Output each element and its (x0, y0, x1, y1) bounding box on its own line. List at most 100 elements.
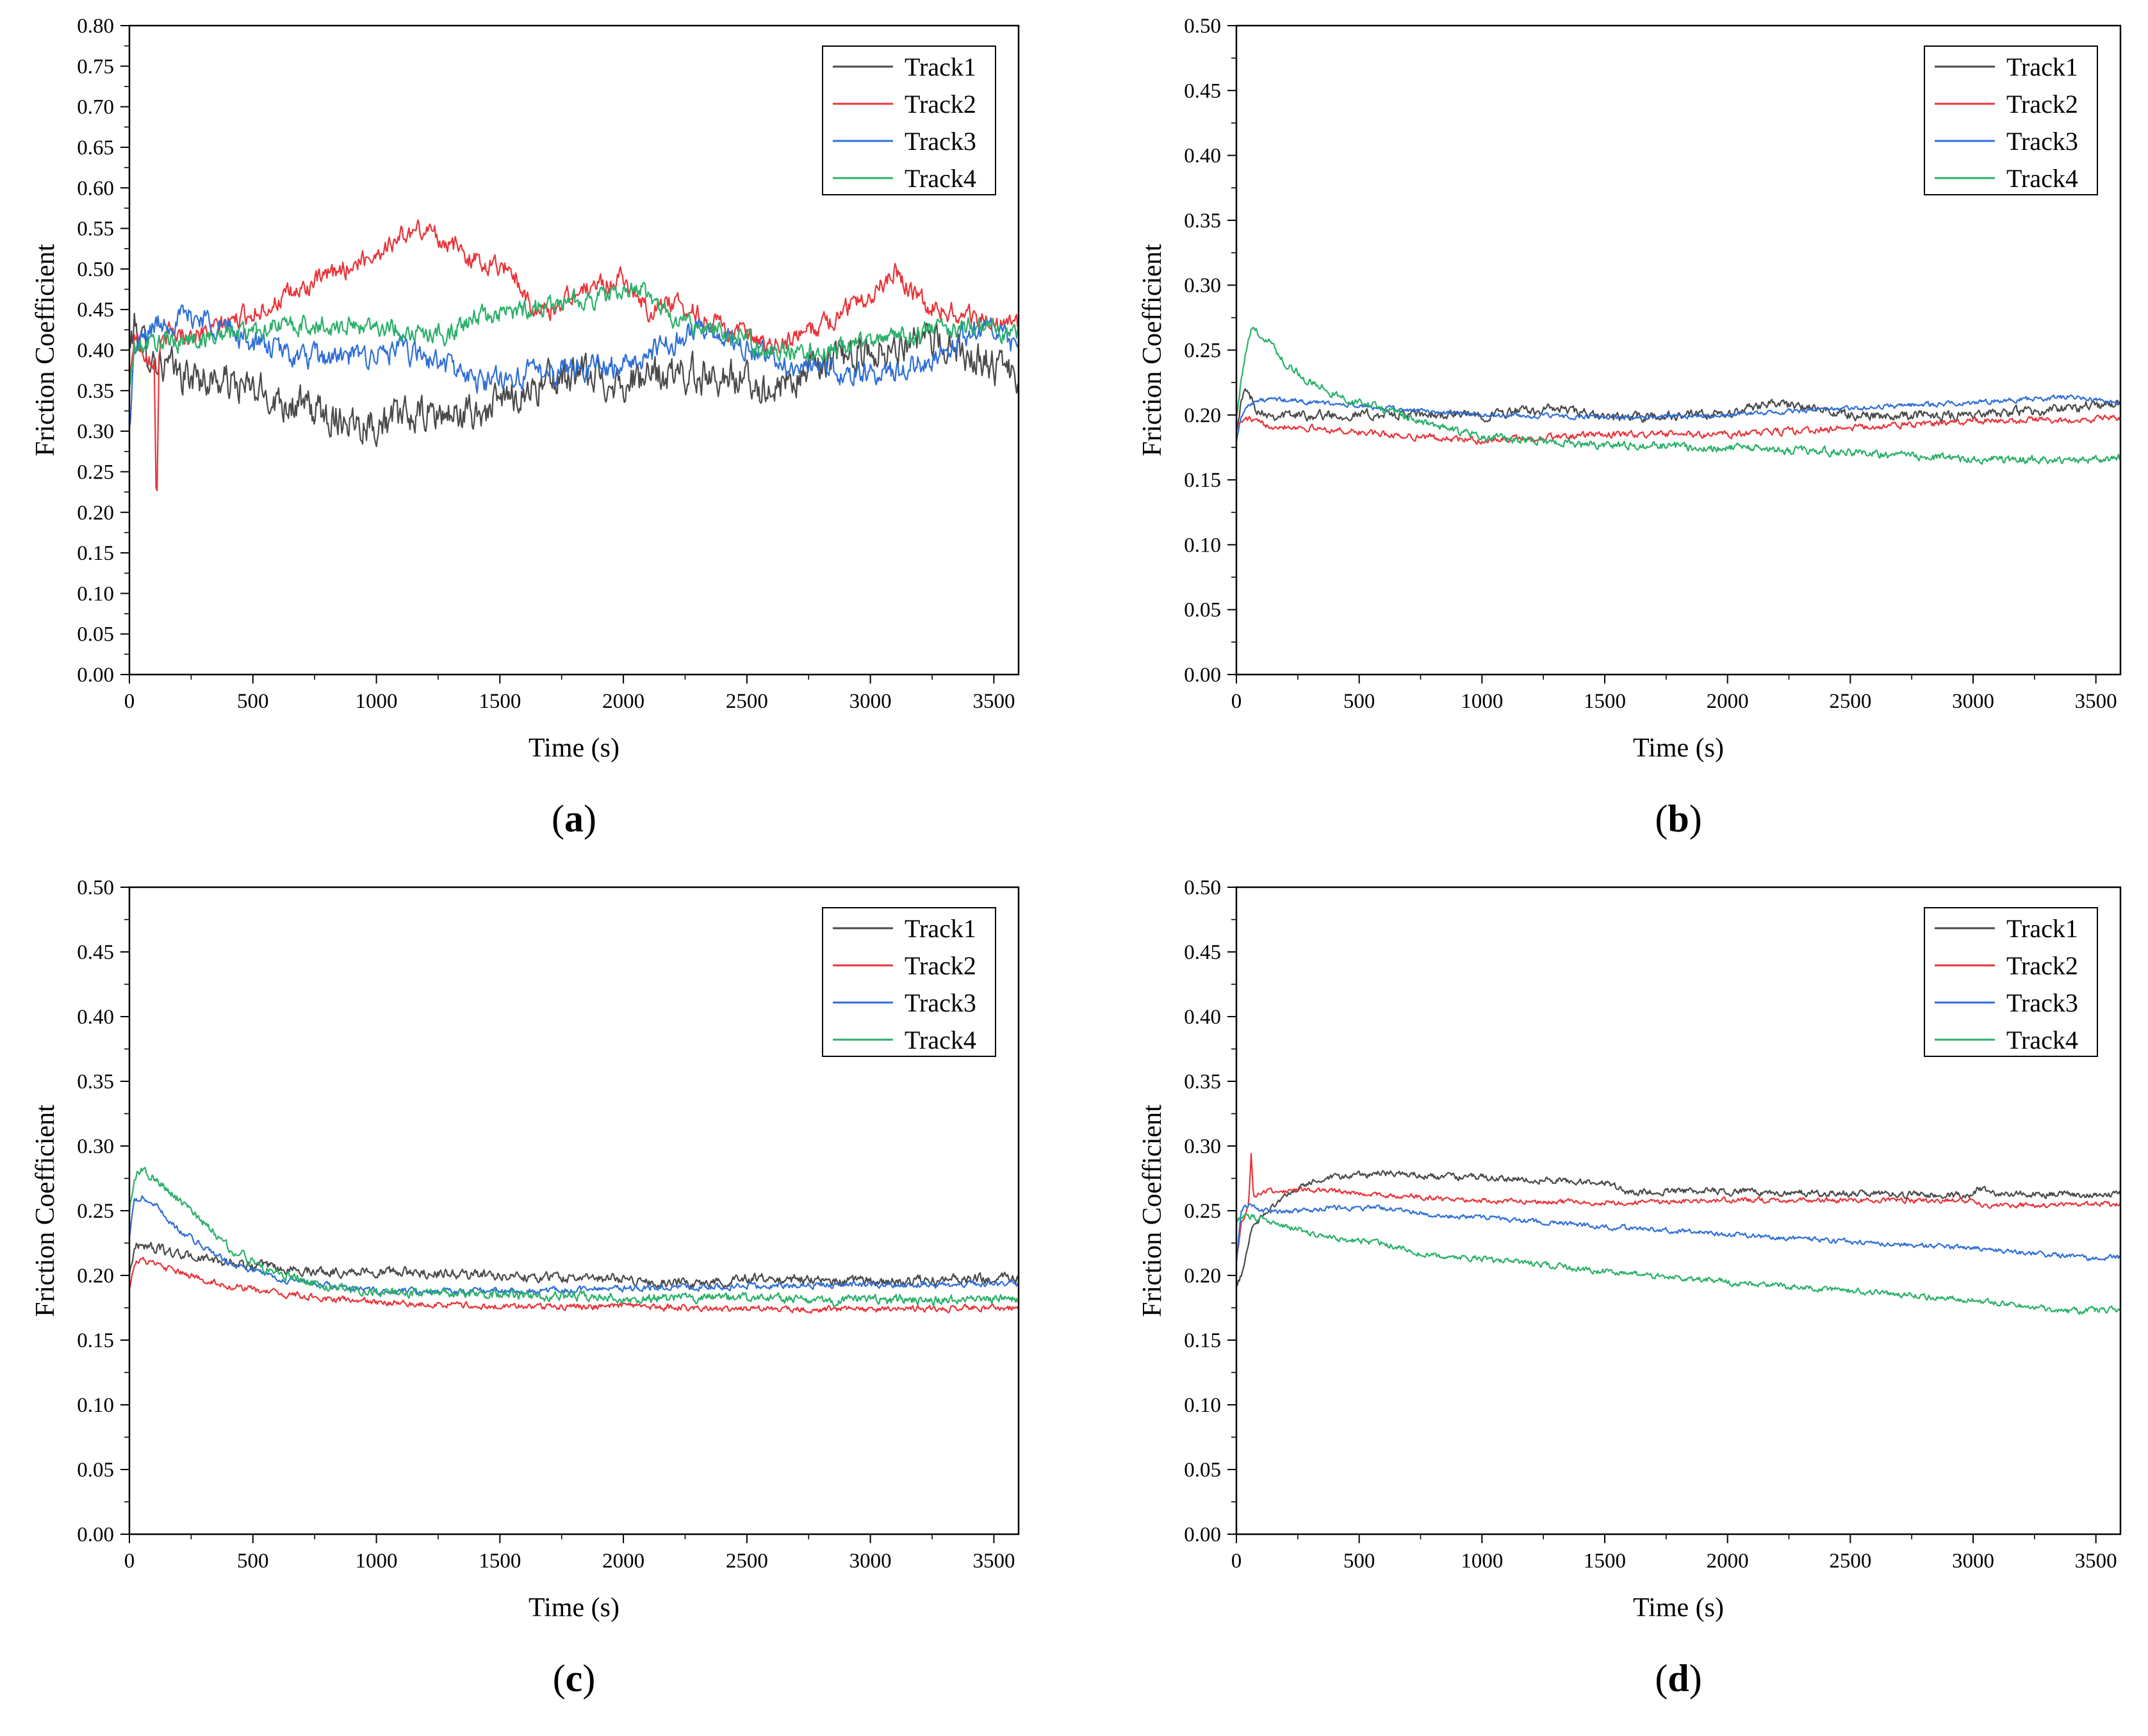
y-tick-label: 0.30 (77, 420, 114, 443)
legend-label: Track3 (905, 988, 976, 1017)
y-axis-label: Friction Coefficient (1138, 243, 1167, 456)
series-line-track4 (1236, 327, 2120, 465)
y-tick-label: 0.40 (77, 1006, 114, 1029)
y-tick-label: 0.35 (77, 1070, 114, 1093)
y-tick-label: 0.10 (1184, 534, 1221, 557)
chart-panel-b: 0 500 1000 1500 2000 2500 3000 3500 0.00 0.05 0.10… (1138, 15, 2122, 840)
series-line-track4 (129, 281, 1019, 388)
x-tick-label: 3500 (972, 1550, 1015, 1573)
y-tick-label: 0.10 (77, 1394, 114, 1417)
series-line-track3 (1236, 394, 2120, 443)
x-tick-label: 2500 (1829, 1550, 1871, 1573)
series-line-track1 (1236, 388, 2120, 432)
legend-box (822, 45, 996, 195)
y-tick-label: 0.10 (77, 582, 114, 605)
y-tick-label: 0.75 (77, 55, 114, 78)
y-tick-label: 0.05 (77, 623, 114, 646)
legend-label: Track3 (905, 127, 976, 156)
legend-box (1924, 45, 2098, 195)
y-tick-label: 0.20 (77, 1265, 114, 1288)
panel-label-open: ( (553, 1657, 566, 1699)
x-tick-label: 0 (1231, 1550, 1242, 1573)
y-tick-label: 0.15 (1184, 1329, 1221, 1352)
x-tick-label: 0 (1231, 690, 1242, 713)
y-tick-label: 0.05 (1184, 599, 1221, 622)
y-tick-label: 0.30 (1184, 274, 1221, 297)
panel-label-open: ( (1655, 798, 1668, 840)
x-tick-label: 2000 (1707, 690, 1749, 713)
y-tick-label: 0.55 (77, 218, 114, 241)
chart-panel-a: 0 500 1000 1500 2000 2500 3000 3500 0.00 0.05 0.10… (31, 15, 1020, 840)
y-tick-label: 0.70 (77, 96, 114, 119)
y-tick-label: 0.05 (77, 1459, 114, 1482)
y-tick-label: 0.60 (77, 177, 114, 200)
x-tick-label: 1500 (479, 690, 521, 713)
x-tick-label: 0 (124, 1550, 135, 1573)
x-tick-label: 3500 (972, 690, 1015, 713)
x-tick-label: 3500 (2075, 1550, 2117, 1573)
series-line-track3 (129, 1195, 1019, 1296)
y-tick-label: 0.50 (77, 258, 114, 281)
series-line-track1 (129, 313, 1019, 448)
legend: Track1 Track2 Track3 Track4 (822, 45, 996, 195)
y-tick-label: 0.65 (77, 136, 114, 160)
panel-label-letter: b (1668, 798, 1689, 840)
x-tick-label: 3000 (1952, 1550, 1994, 1573)
x-axis-label: Time (s) (1633, 1593, 1724, 1623)
series-line-track1 (129, 1241, 1019, 1290)
panel-label: (c) (553, 1657, 596, 1699)
x-tick-label: 1000 (356, 690, 398, 713)
x-tick-label: 1500 (1584, 1550, 1626, 1573)
y-tick-label: 0.25 (1184, 1200, 1221, 1223)
y-tick-label: 0.45 (1184, 941, 1221, 964)
legend-label: Track4 (905, 164, 976, 193)
y-tick-label: 0.40 (1184, 1006, 1221, 1029)
panel-label-letter: c (566, 1657, 583, 1699)
series-line-track2 (1236, 1152, 2120, 1262)
y-tick-label: 0.25 (1184, 340, 1221, 363)
x-tick-label: 1000 (1461, 690, 1503, 713)
y-tick-label: 0.10 (1184, 1394, 1221, 1417)
panel-label-open: ( (1655, 1657, 1668, 1699)
series-line-track3 (129, 304, 1019, 429)
y-tick-label: 0.20 (1184, 1265, 1221, 1288)
legend-label: Track1 (2006, 914, 2078, 943)
legend-label: Track1 (2006, 53, 2078, 81)
x-tick-label: 2000 (602, 1550, 644, 1573)
legend-label: Track1 (905, 53, 976, 81)
x-tick-label: 1500 (479, 1550, 521, 1573)
series-line-track2 (129, 1256, 1019, 1314)
y-tick-label: 0.15 (1184, 469, 1221, 492)
panel-label-letter: a (564, 798, 584, 840)
y-tick-label: 0.50 (1184, 15, 1221, 38)
y-tick-label: 0.30 (1184, 1135, 1221, 1158)
series-group (129, 219, 1019, 492)
x-tick-label: 2500 (726, 1550, 768, 1573)
series-line-track2 (129, 219, 1019, 492)
x-tick-label: 500 (1343, 690, 1375, 713)
x-tick-label: 1500 (1584, 690, 1626, 713)
series-group (1236, 1152, 2120, 1315)
series-line-track3 (1236, 1203, 2120, 1261)
x-tick-label: 1000 (1461, 1550, 1503, 1573)
legend-label: Track4 (2006, 164, 2078, 193)
y-axis-label: Friction Coefficient (31, 1104, 60, 1317)
chart-panel-d: 0 500 1000 1500 2000 2500 3000 3500 0.00 0.05 0.10… (1138, 876, 2122, 1699)
panel-label-close: ) (584, 798, 596, 840)
y-tick-label: 0.50 (1184, 876, 1221, 899)
x-axis-label: Time (s) (1633, 733, 1724, 763)
x-tick-label: 500 (237, 1550, 269, 1573)
series-group (129, 1167, 1019, 1314)
y-tick-label: 0.20 (77, 502, 114, 525)
x-tick-label: 3000 (1952, 690, 1994, 713)
x-tick-label: 3000 (849, 1550, 892, 1573)
panel-label-close: ) (1689, 798, 1702, 840)
panel-label-close: ) (582, 1657, 595, 1699)
chart-panel-c: 0 500 1000 1500 2000 2500 3000 3500 0.00 0.05 0.10… (31, 876, 1020, 1699)
y-tick-label: 0.15 (77, 1329, 114, 1352)
y-tick-label: 0.50 (77, 876, 114, 899)
y-tick-label: 0.00 (1184, 1523, 1221, 1546)
x-tick-label: 2500 (726, 690, 768, 713)
series-group (1236, 327, 2120, 465)
y-tick-label: 0.40 (1184, 145, 1221, 168)
